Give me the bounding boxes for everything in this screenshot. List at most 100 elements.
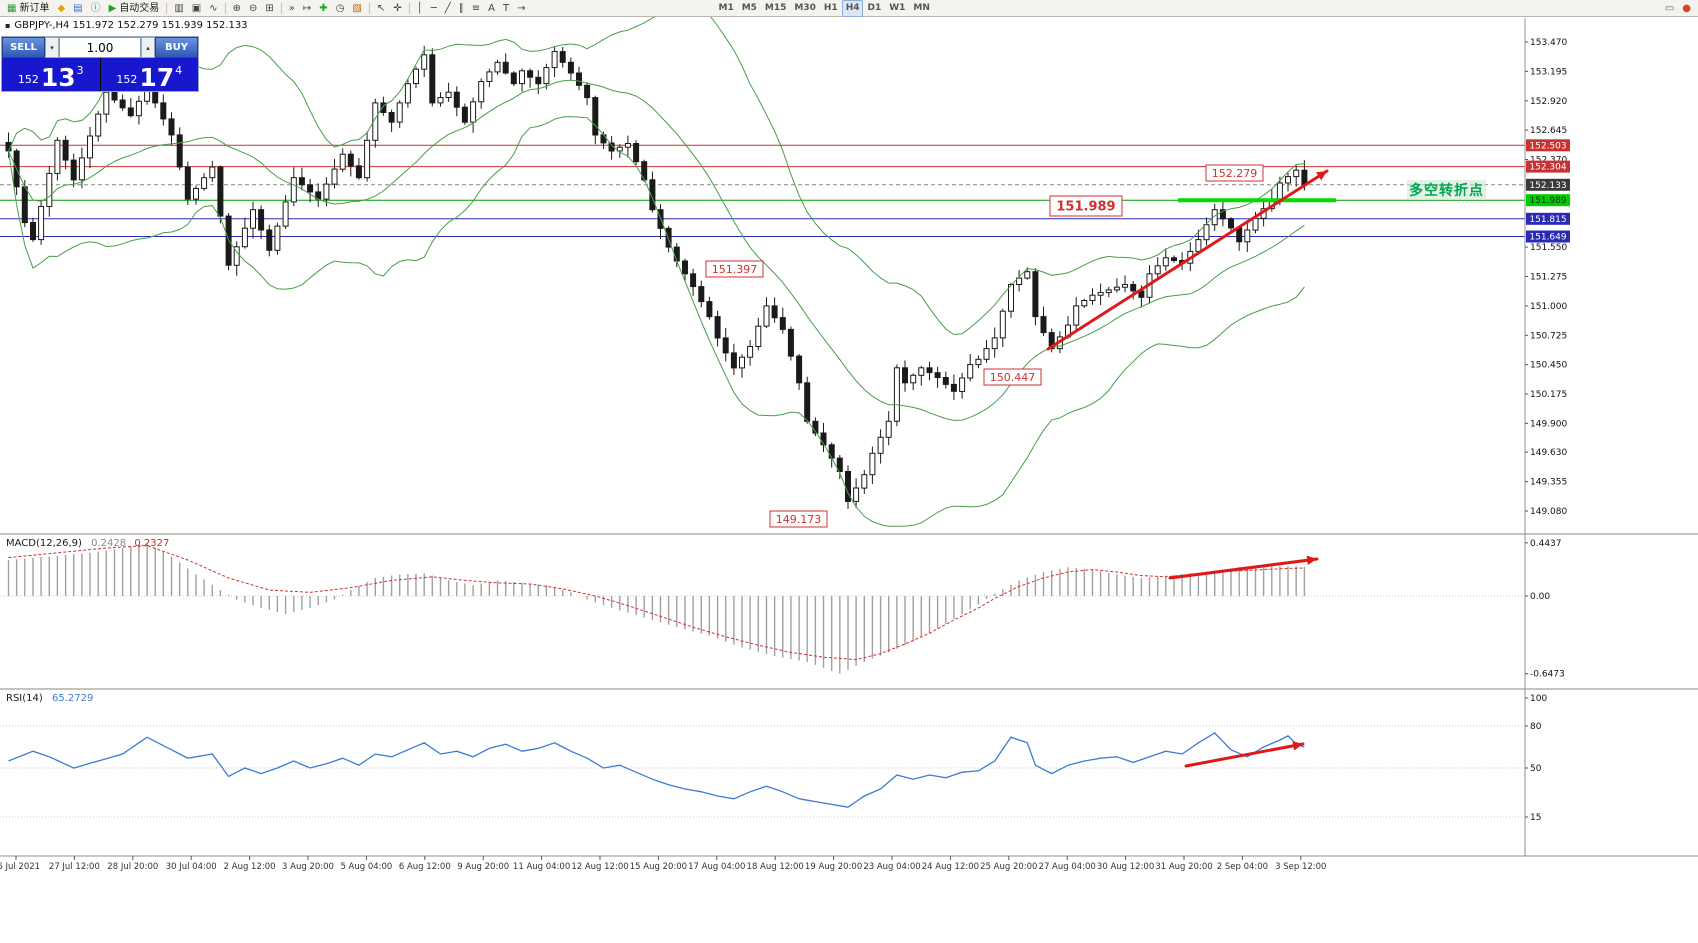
price-annotation-text: 150.447 [990,371,1036,384]
macd-arrow[interactable] [1168,557,1319,580]
data-window-icon: ⓘ [90,2,101,14]
chart-icon: ▪ [5,21,11,30]
price-annotation[interactable]: 152.279 [1205,164,1264,182]
buy-quote[interactable]: 152 17 4 [101,58,199,91]
price-line-label-text: 151.815 [1529,215,1566,225]
price-line-label-text: 151.989 [1529,196,1566,206]
price-annotation-text: 149.173 [776,513,822,526]
price-line-label [1526,230,1570,243]
chart-ohlc-text: GBPJPY-,H4 151.972 152.279 151.939 152.1… [14,20,248,31]
new-order[interactable]: ▦ 新订单 [3,0,53,17]
cursor-tool[interactable]: ↖ [373,0,389,17]
crosshair-tool[interactable]: ✛ [389,0,405,17]
time-tick-label: 26 Jul 2021 [0,862,40,872]
zoom-out[interactable]: ⊖ [245,0,261,17]
label-tool[interactable]: T [499,0,513,17]
candlestick-mode[interactable]: ▣ [188,0,205,17]
price-tick-label: 149.355 [1530,478,1567,488]
text-tool[interactable]: A [484,0,499,17]
timeframe-h4[interactable]: H4 [841,0,864,17]
template-menu[interactable]: ▧ [348,0,365,17]
auto-trading[interactable]: ▶ 自动交易 [105,0,164,17]
macd-value-main: 0.2428 [91,538,127,549]
time-tick-label: 30 Jul 04:00 [166,862,217,872]
chart-shift[interactable]: ↦ [299,0,315,17]
volume-input[interactable] [59,37,141,58]
panel-splitter[interactable] [0,688,1698,690]
timeframe-mn[interactable]: MN [913,2,930,13]
price-tick-label: 150.175 [1530,390,1567,400]
arrow-tool[interactable]: → [513,0,529,17]
candles [5,45,1308,509]
trend-arrow-main[interactable] [1046,169,1329,351]
macd-arrow-head [1306,555,1317,565]
indicators-add[interactable]: ✚ [315,0,331,17]
price-tick-label: 152.645 [1530,126,1567,136]
symbol-gold-icon: ◆ [57,2,66,14]
market-watch[interactable]: ▤ [69,0,86,17]
connection-status[interactable]: ● [1678,0,1695,17]
symbol-gold[interactable]: ◆ [53,0,69,17]
price-annotation[interactable]: 149.173 [769,510,828,528]
tile-windows[interactable]: ⊞ [261,0,277,17]
volume-increase-button[interactable]: ▴ [141,37,155,58]
horizontal-lines[interactable] [0,144,1525,237]
price-annotation[interactable]: 151.397 [705,260,764,278]
time-tick-label: 27 Jul 12:00 [49,862,100,872]
timeframe-h1[interactable]: H1 [823,2,838,13]
price-line-label [1526,178,1570,191]
price-annotation[interactable]: 150.447 [983,368,1042,386]
zoom-in[interactable]: ⊕ [229,0,245,17]
toolbar-separator [166,2,168,14]
time-tick-label: 2 Sep 04:00 [1217,862,1268,872]
sell-price-sup: 3 [76,64,84,77]
buy-button[interactable]: BUY [155,37,198,58]
macd-value-signal: 0.2327 [134,538,170,549]
fibonacci-tool-icon: ≡ [471,2,481,14]
auto-scroll[interactable]: » [285,0,299,17]
macd-signal-line [8,545,1305,661]
time-tick-label: 27 Aug 04:00 [1039,862,1096,872]
line-chart-mode[interactable]: ∿ [205,0,221,17]
toolbar-right-group: ▭ ● [1661,0,1695,17]
volume-decrease-button[interactable]: ▾ [45,37,59,58]
period-menu[interactable]: ◷ [332,0,349,17]
time-tick-label: 11 Aug 04:00 [513,862,570,872]
indicators-add-icon: ✚ [319,2,328,14]
timeframe-m30[interactable]: M30 [794,2,816,13]
chart-window-button[interactable]: ▭ [1661,0,1678,17]
timeframe-w1[interactable]: W1 [889,2,906,13]
price-axis[interactable]: 153.470 153.195 152.920 152.645 152.370 151.5… [1525,38,1570,517]
trendline-tool[interactable]: ╱ [441,0,455,17]
turning-point-note[interactable]: 多空转折点 [1407,180,1486,200]
bar-chart-mode[interactable]: ▥ [170,0,187,17]
time-axis[interactable]: 26 Jul 2021 27 Jul 12:00 28 Jul 20:00 30 Ju… [0,856,1326,872]
panel-splitter[interactable] [0,533,1698,535]
macd-histogram [7,542,1306,674]
sell-price-prefix: 152 [17,73,39,86]
rsi-arrow[interactable] [1184,742,1305,768]
crosshair-tool-icon: ✛ [393,2,402,14]
price-tick-label: 151.275 [1530,273,1567,283]
timeframe-d1[interactable]: D1 [867,2,882,13]
sell-button[interactable]: SELL [2,37,45,58]
fibonacci-tool[interactable]: ≡ [468,0,484,17]
cursor-tool-icon: ↖ [376,2,386,14]
time-tick-label: 18 Aug 12:00 [747,862,804,872]
timeframe-m1[interactable]: M1 [718,2,734,13]
sell-quote[interactable]: 152 13 3 [2,58,101,91]
vertical-line-tool[interactable]: │ [413,0,427,17]
price-line-label-text: 152.304 [1529,163,1566,173]
trend-arrow-main-head [1316,171,1327,181]
price-line-label-text: 152.133 [1529,181,1566,191]
horizontal-line-tool[interactable]: ─ [427,0,441,17]
rsi-name: RSI(14) [6,693,43,704]
channel-tool[interactable]: ∥ [455,0,468,17]
timeframe-m5[interactable]: M5 [741,2,757,13]
price-annotation[interactable]: 151.989 [1049,195,1123,217]
timeframe-m15[interactable]: M15 [764,2,787,13]
data-window[interactable]: ⓘ [87,0,105,17]
time-tick-label: 31 Aug 20:00 [1155,862,1212,872]
price-tick-label: 151.000 [1530,302,1567,312]
